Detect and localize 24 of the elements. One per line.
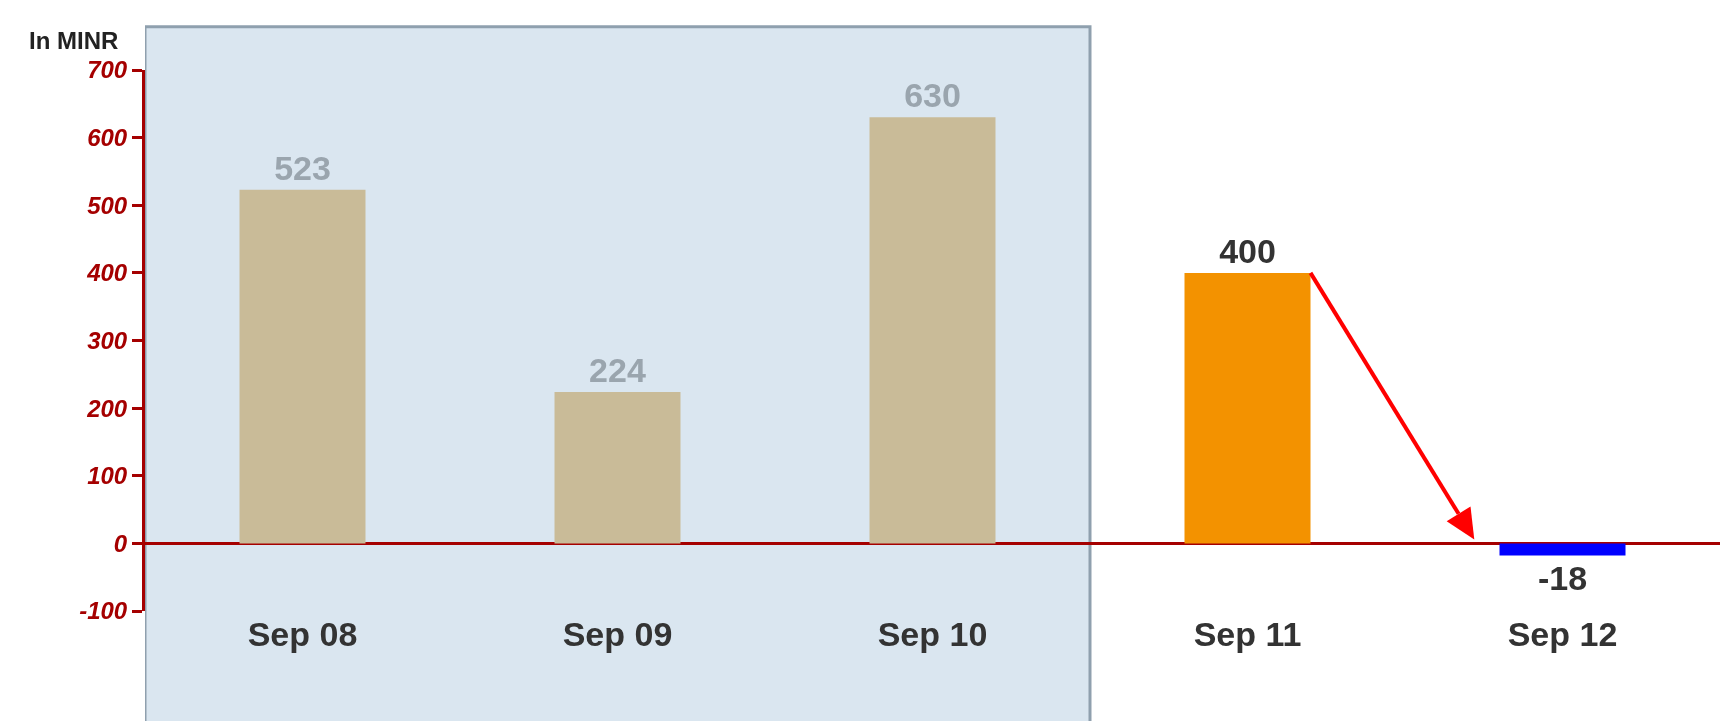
y-tick-label: 700 — [87, 56, 128, 84]
y-tick-label: 300 — [87, 326, 128, 354]
y-tick-label: 0 — [113, 529, 128, 557]
data-label: 400 — [1219, 231, 1276, 270]
data-label: 523 — [274, 148, 331, 187]
data-label: 630 — [904, 76, 961, 115]
y-tick-label: 200 — [86, 394, 128, 422]
x-tick-label: Sep 11 — [1193, 615, 1302, 653]
x-tick-label: Sep 08 — [247, 615, 358, 653]
x-tick-label: Sep 10 — [877, 615, 988, 653]
data-label: 224 — [589, 350, 646, 389]
x-tick-label: Sep 09 — [562, 615, 673, 653]
y-axis-title: In MINR — [29, 27, 119, 54]
bar — [1499, 543, 1626, 556]
data-label: -18 — [1537, 558, 1588, 597]
bar — [869, 117, 996, 544]
y-tick-label: 100 — [87, 462, 128, 490]
y-tick-label: 500 — [87, 191, 128, 219]
y-tick-label: -100 — [79, 597, 128, 625]
bar — [554, 391, 681, 544]
x-tick-label: Sep 12 — [1507, 615, 1618, 653]
y-tick-label: 400 — [86, 259, 128, 287]
y-tick-label: 600 — [87, 124, 128, 152]
bar — [239, 189, 366, 544]
